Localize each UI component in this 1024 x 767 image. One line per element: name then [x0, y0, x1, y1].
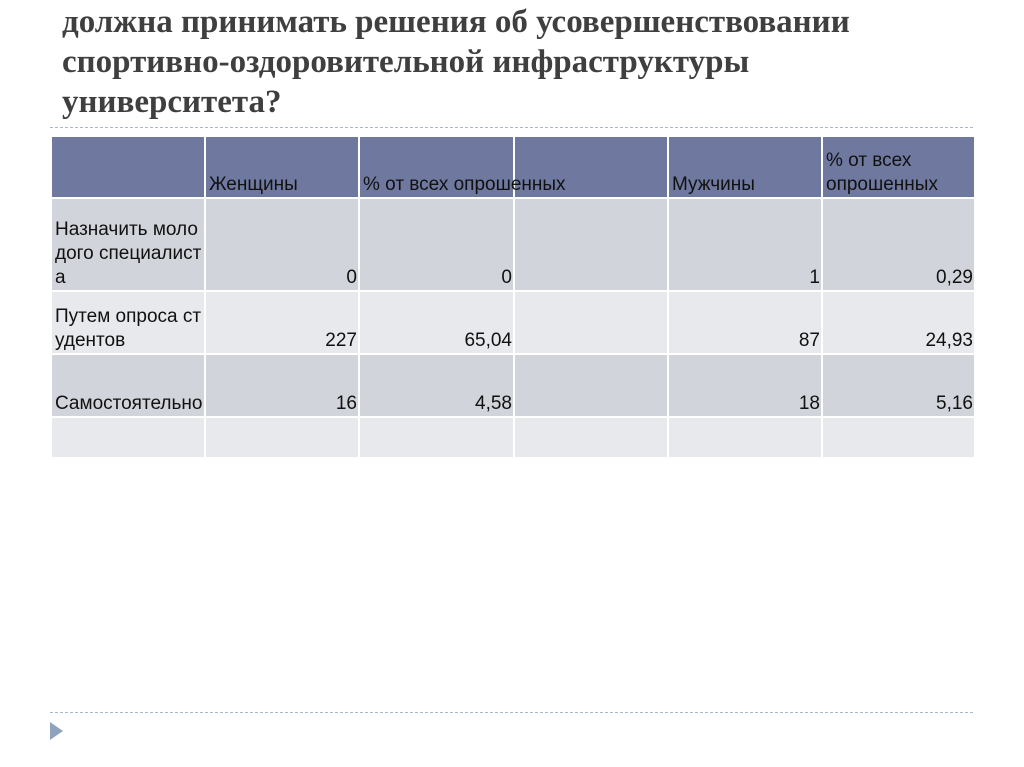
empty-cell — [50, 416, 206, 459]
cell: 0 — [204, 197, 360, 292]
title-line: спортивно-оздоровительной инфраструктуры — [62, 44, 750, 80]
table-row: Назначить молодого специалиста 0 0 1 0,29 — [50, 197, 976, 292]
empty-cell — [667, 416, 823, 459]
empty-cell — [513, 290, 669, 355]
data-table: Женщины % от всех опрошенных Мужчины % о… — [50, 135, 976, 459]
row-label: Путем опроса студентов — [50, 290, 206, 355]
divider — [50, 712, 973, 713]
header-cell — [50, 135, 206, 199]
cell: 0,29 — [821, 197, 976, 292]
row-label: Самостоятельно — [50, 353, 206, 418]
empty-cell — [204, 416, 360, 459]
cell: 5,16 — [821, 353, 976, 418]
cell: 18 — [667, 353, 823, 418]
divider — [50, 127, 973, 128]
table-row: Самостоятельно 16 4,58 18 5,16 — [50, 353, 976, 418]
title-line: университета? — [62, 84, 282, 120]
header-row: Женщины % от всех опрошенных Мужчины % о… — [50, 135, 976, 199]
cell: 65,04 — [358, 290, 515, 355]
row-label: Назначить молодого специалиста — [50, 197, 206, 292]
title-line: должна принимать решения об усовершенств… — [62, 4, 850, 40]
empty-cell — [513, 416, 669, 459]
header-cell — [513, 135, 669, 199]
empty-cell — [513, 353, 669, 418]
empty-cell — [513, 197, 669, 292]
empty-cell — [358, 416, 515, 459]
cell: 24,93 — [821, 290, 976, 355]
header-cell: Мужчины — [667, 135, 823, 199]
header-cell: % от всех опрошенных — [358, 135, 566, 199]
cell: 227 — [204, 290, 360, 355]
table-row: Путем опроса студентов 227 65,04 87 24,93 — [50, 290, 976, 355]
table-row — [50, 416, 976, 459]
cell: 1 — [667, 197, 823, 292]
slide-title: должна принимать решения об усовершенств… — [62, 2, 992, 122]
bullet-icon — [50, 722, 63, 740]
empty-cell — [821, 416, 976, 459]
cell: 16 — [204, 353, 360, 418]
header-cell: % от всех опрошенных — [821, 135, 976, 199]
cell: 4,58 — [358, 353, 515, 418]
header-cell: Женщины — [204, 135, 360, 199]
cell: 87 — [667, 290, 823, 355]
cell: 0 — [358, 197, 515, 292]
